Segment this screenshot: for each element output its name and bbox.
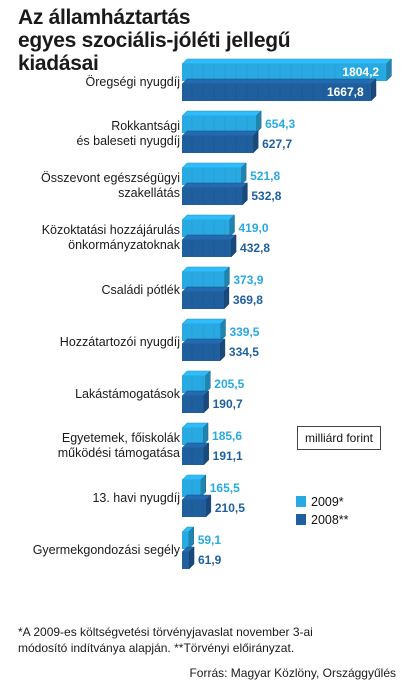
bar-2008 [182, 188, 243, 205]
unit-label: milliárd forint [297, 426, 381, 450]
data-label-2009: 165,5 [209, 481, 240, 495]
bar-2009-top [181, 58, 393, 65]
footnote-line: *A 2009-es költségvetési törvényjavaslat… [18, 625, 313, 639]
bar-2008-top [181, 182, 248, 189]
data-label-2009: 373,9 [233, 273, 264, 287]
bar-2008 [182, 500, 206, 517]
bar-2008 [182, 552, 190, 569]
category-label: Gyermekgondozási segély [33, 543, 180, 558]
category-label-line: Gyermekgondozási segély [32, 542, 180, 557]
data-label-2008: 191,1 [212, 449, 243, 463]
category-label-line: Összevont egészségügyi [41, 171, 180, 185]
bar-2009 [182, 168, 242, 185]
category-label-line: Lakástámogatások [75, 386, 180, 401]
data-label-2009: 654,3 [265, 117, 296, 131]
category-label: 13. havi nyugdíj [92, 491, 180, 506]
legend-label-2009: 2009* [311, 495, 344, 509]
category-label-line: Rokkantsági [111, 119, 180, 133]
bar-2008-top [181, 286, 230, 293]
category-label-line: Közoktatási hozzájárulás [41, 223, 180, 237]
data-label-2008: 334,5 [228, 345, 259, 359]
category-label-line: önkormányzatoknak [68, 238, 180, 252]
data-label-2008: 432,8 [240, 241, 271, 255]
chart-title: Az államháztartás egyes szociális-jóléti… [18, 6, 318, 75]
data-label-2008: 369,8 [232, 293, 263, 307]
data-label-2009: 521,8 [250, 169, 281, 183]
data-label-2008: 190,7 [212, 397, 243, 411]
category-label: Lakástámogatások [75, 387, 180, 402]
category-label-line: működési támogatása [57, 446, 180, 460]
legend-item-2009: 2009* [296, 495, 344, 509]
bar-2008-top [181, 234, 237, 241]
category-label-line: Családi pótlék [101, 282, 180, 297]
data-label-2008: 627,7 [262, 137, 293, 151]
data-label-2008: 61,9 [198, 553, 222, 567]
bar-2009-top [181, 162, 247, 169]
legend-item-2008: 2008** [296, 513, 349, 527]
category-label: Rokkantsági és baleseti nyugdíj [76, 119, 180, 149]
bar-2009-side [205, 370, 211, 394]
bar-2009 [182, 428, 204, 445]
category-label-line: Hozzátartozói nyugdíj [59, 334, 180, 349]
bar-2008-top [181, 338, 226, 345]
category-label: Hozzátartozói nyugdíj [60, 335, 180, 350]
bar-2009 [182, 116, 257, 133]
bar-2009 [182, 324, 221, 341]
title-line: Az államháztartás [18, 6, 191, 29]
data-label-2009: 185,6 [212, 429, 243, 443]
bar-2009 [182, 64, 387, 81]
bar-2008-top [181, 78, 377, 85]
category-label: Összevont egészségügyi szakellátás [41, 171, 180, 201]
bar-2008 [182, 240, 232, 257]
legend-swatch-2009 [296, 496, 306, 507]
category-label: Családi pótlék [101, 283, 180, 298]
title-line: egyes szociális-jóléti jellegű [18, 29, 291, 52]
data-label-2009: 419,0 [238, 221, 269, 235]
bar-2009-top [181, 110, 262, 117]
bar-2008 [182, 344, 220, 361]
bar-2008 [182, 448, 204, 465]
bar-2008-top [181, 130, 259, 137]
category-label-line: 13. havi nyugdíj [92, 490, 180, 505]
category-label-line: és baleseti nyugdíj [76, 134, 180, 148]
data-label-2008: 532,8 [251, 189, 282, 203]
category-label: Közoktatási hozzájárulás önkormányzatokna… [42, 223, 180, 253]
data-label-2009: 59,1 [197, 533, 222, 547]
category-label-line: Öregségi nyugdíj [85, 74, 180, 89]
bar-2008 [182, 396, 204, 413]
data-label-2009: 1804,2 [342, 65, 380, 79]
bar-2009 [182, 532, 189, 549]
footnote: *A 2009-es költségvetési törvényjavaslat… [18, 624, 398, 656]
title-line: kiadásai [18, 52, 99, 75]
category-label: Egyetemek, főiskolák működési támogatása [58, 431, 180, 461]
bar-2009 [182, 480, 201, 497]
source-note: Forrás: Magyar Közlöny, Országgyűlés [189, 666, 396, 680]
legend-swatch-2008 [296, 514, 306, 525]
data-label-2009: 339,5 [229, 325, 260, 339]
bar-2009 [182, 220, 230, 237]
bar-2009-top [181, 318, 227, 325]
category-label: Öregségi nyugdíj [85, 75, 180, 90]
bar-2009 [182, 376, 206, 393]
legend-label-2008: 2008** [311, 513, 349, 527]
data-label-2008: 210,5 [214, 501, 245, 515]
category-label-line: szakellátás [118, 186, 180, 200]
data-label-2008: 1667,8 [326, 85, 364, 99]
category-label-line: Egyetemek, főiskolák [61, 431, 180, 445]
bar-2009-top [181, 214, 236, 221]
data-label-2009: 205,5 [214, 377, 245, 391]
bar-2009-top [181, 266, 230, 273]
footnote-line: módosító indítványa alapján. **Törvényi … [18, 641, 295, 655]
bar-2008 [182, 136, 254, 153]
